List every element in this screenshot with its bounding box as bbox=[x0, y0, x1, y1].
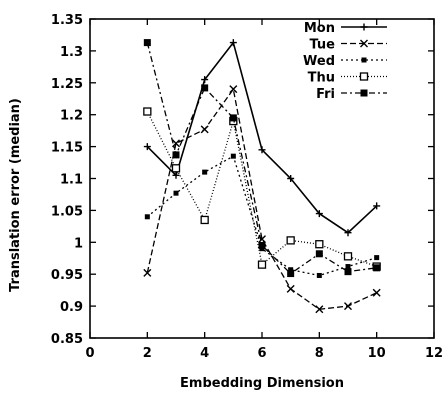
data-point bbox=[345, 264, 351, 270]
data-point bbox=[343, 252, 353, 261]
legend-marker bbox=[359, 72, 369, 81]
y-tick-label: 1.3 bbox=[60, 45, 83, 60]
series-line bbox=[146, 40, 378, 234]
data-point bbox=[143, 143, 151, 151]
data-point bbox=[288, 267, 294, 273]
data-point bbox=[143, 39, 151, 47]
data-point bbox=[287, 175, 295, 182]
legend-marker bbox=[360, 39, 368, 48]
data-point bbox=[201, 84, 209, 92]
legend-label: Thu bbox=[308, 71, 335, 86]
y-tick-label: 1.2 bbox=[60, 109, 83, 124]
legend-label: Wed bbox=[303, 54, 335, 69]
series-fri bbox=[143, 39, 381, 278]
y-tick-label: 1.15 bbox=[51, 141, 83, 156]
data-point bbox=[143, 107, 152, 116]
data-point bbox=[229, 114, 237, 122]
x-tick-label: 2 bbox=[143, 346, 152, 361]
data-point bbox=[229, 39, 237, 47]
data-point bbox=[173, 190, 179, 196]
data-point bbox=[315, 240, 324, 249]
y-tick-label: 1.1 bbox=[60, 173, 83, 188]
y-tick-label: 0.9 bbox=[60, 300, 83, 315]
series-line bbox=[146, 87, 377, 310]
data-point bbox=[373, 264, 381, 272]
data-point bbox=[344, 268, 352, 276]
legend-label: Fri bbox=[316, 87, 335, 102]
data-point bbox=[143, 268, 152, 277]
data-point bbox=[172, 151, 180, 159]
x-tick-label: 8 bbox=[315, 346, 324, 361]
legend-marker bbox=[360, 89, 368, 97]
data-point bbox=[200, 215, 209, 225]
y-tick-label: 1.05 bbox=[51, 204, 83, 219]
x-tick-label: 12 bbox=[425, 346, 443, 361]
data-point bbox=[230, 153, 236, 159]
data-point bbox=[200, 125, 209, 134]
y-axis-label: Translation error (median) bbox=[8, 98, 23, 292]
data-point bbox=[258, 241, 266, 249]
series-layer bbox=[143, 39, 381, 314]
data-point bbox=[202, 169, 208, 175]
y-tick-label: 1.35 bbox=[51, 13, 83, 28]
plot-frame bbox=[89, 18, 435, 339]
data-point bbox=[171, 164, 181, 173]
data-point bbox=[374, 255, 380, 261]
legend-marker bbox=[360, 23, 368, 31]
data-point bbox=[258, 146, 266, 154]
data-point bbox=[344, 229, 352, 237]
data-point bbox=[201, 76, 209, 84]
y-tick-label: 1 bbox=[74, 236, 83, 251]
data-point bbox=[172, 139, 180, 148]
y-tick-label: 0.95 bbox=[51, 268, 83, 283]
series-tue bbox=[143, 85, 381, 314]
data-point bbox=[315, 210, 323, 218]
legend-label: Mon bbox=[304, 21, 335, 36]
legend-label: Tue bbox=[309, 38, 335, 53]
data-point bbox=[315, 305, 324, 314]
data-point bbox=[144, 214, 150, 220]
data-point bbox=[257, 260, 267, 269]
data-point bbox=[373, 202, 381, 210]
x-tick-label: 4 bbox=[200, 346, 209, 361]
x-tick-label: 10 bbox=[368, 346, 386, 361]
data-point bbox=[344, 302, 352, 311]
data-point bbox=[287, 270, 295, 278]
x-axis-label: Embedding Dimension bbox=[180, 376, 344, 391]
y-tick-label: 1.25 bbox=[51, 77, 83, 92]
data-point bbox=[316, 272, 322, 278]
data-point bbox=[172, 171, 180, 179]
series-mon bbox=[143, 39, 381, 237]
x-tick-label: 6 bbox=[257, 346, 266, 361]
data-point bbox=[315, 250, 323, 258]
legend-marker bbox=[361, 57, 367, 63]
data-point bbox=[229, 85, 238, 94]
series-line bbox=[146, 155, 377, 277]
plot-area: 0 2 4 6 8 10 12 0.85 0.9 0.95 1 1.05 1.1 1.15 1.2 1.25 1… bbox=[51, 13, 443, 361]
series-line bbox=[146, 42, 377, 275]
y-tick-label: 0.85 bbox=[51, 332, 83, 347]
data-point bbox=[286, 284, 295, 293]
data-point bbox=[286, 236, 295, 245]
data-point bbox=[372, 288, 381, 297]
x-tick-label: 0 bbox=[85, 346, 94, 361]
